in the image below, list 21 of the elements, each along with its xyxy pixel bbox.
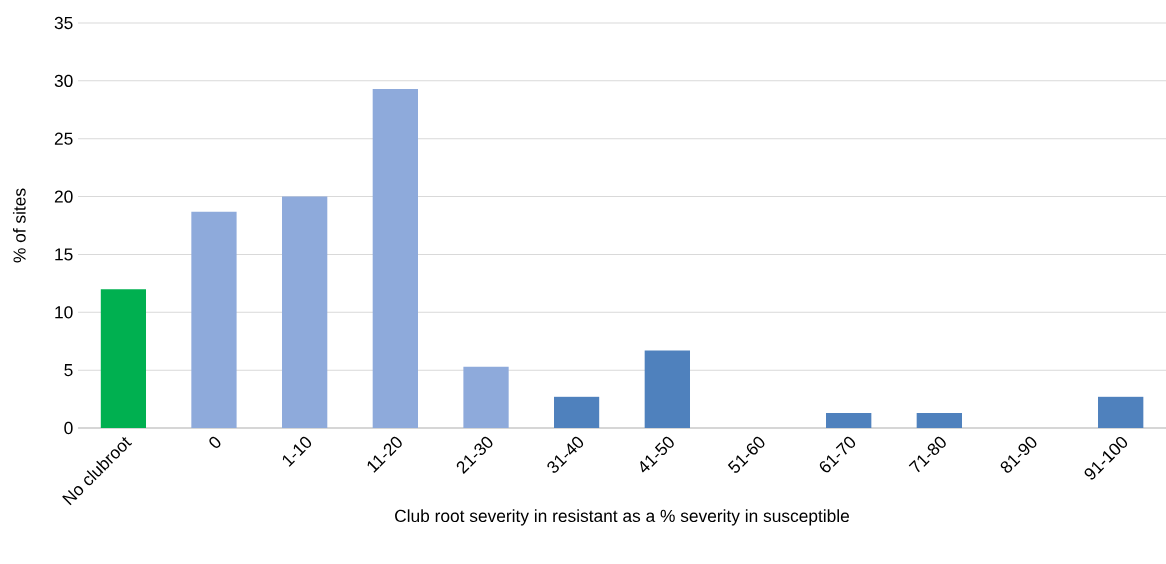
y-tick-label: 30	[54, 74, 73, 87]
bar	[100, 289, 147, 428]
y-tick-label: 15	[55, 248, 73, 261]
y-tick-label: 5	[64, 364, 73, 377]
bar	[191, 211, 237, 428]
bar	[826, 412, 872, 428]
bar	[372, 88, 419, 428]
y-tick-label: 25	[54, 132, 73, 145]
x-axis-title: Club root severity in resistant as a % severity in susceptible	[395, 509, 849, 526]
bar	[463, 366, 509, 428]
bar	[554, 396, 600, 428]
x-tick-label: 0	[209, 436, 221, 448]
bar	[282, 196, 328, 428]
y-tick-label: 10	[55, 306, 73, 319]
y-tick-label: 20	[54, 190, 73, 203]
y-tick-label: 35	[54, 16, 73, 30]
y-axis-title: % of sites	[12, 188, 26, 263]
bar	[1098, 396, 1144, 428]
bar	[916, 412, 963, 428]
y-tick-label: 0	[64, 421, 73, 435]
bar	[644, 350, 691, 428]
